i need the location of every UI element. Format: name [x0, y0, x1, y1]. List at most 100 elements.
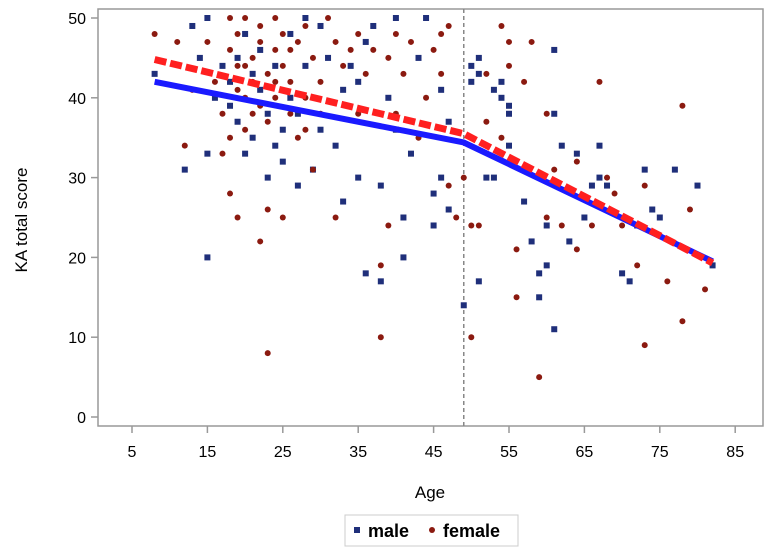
female-point — [325, 15, 332, 21]
male-point — [483, 174, 490, 181]
female-point — [430, 46, 437, 53]
male-point — [543, 222, 550, 229]
male-point — [649, 206, 656, 213]
male-point — [355, 174, 362, 181]
legend-male-marker — [354, 527, 360, 533]
female-point — [536, 374, 543, 381]
female-point — [181, 142, 188, 149]
male-point — [475, 54, 482, 61]
male-point — [287, 30, 294, 37]
male-point — [415, 54, 422, 61]
female-point — [294, 134, 301, 141]
female-point — [151, 30, 158, 37]
male-point — [211, 94, 218, 101]
male-point — [709, 262, 716, 269]
female-point — [423, 94, 430, 101]
male-point — [370, 22, 377, 29]
female-point — [445, 22, 452, 29]
female-point — [279, 214, 286, 221]
male-point — [362, 270, 369, 277]
male-point — [566, 238, 573, 245]
male-point — [407, 150, 414, 157]
female-point — [573, 158, 580, 165]
female-point — [664, 278, 671, 285]
male-point — [506, 102, 512, 109]
male-point — [325, 54, 332, 61]
female-point — [272, 78, 279, 85]
male-point — [604, 182, 611, 189]
female-point — [264, 70, 271, 77]
y-tick-label: 30 — [68, 171, 86, 188]
female-point — [294, 38, 301, 45]
female-point — [287, 78, 294, 85]
female-point — [679, 102, 686, 109]
x-axis-label: Age — [415, 483, 445, 502]
female-point — [257, 38, 264, 45]
male-point — [475, 278, 482, 285]
x-tick-label: 55 — [500, 444, 518, 461]
female-point — [400, 70, 407, 77]
female-point — [392, 30, 399, 37]
legend-female-marker — [429, 527, 435, 533]
female-point — [242, 15, 249, 21]
legend-female-label: female — [443, 521, 500, 541]
male-point — [490, 174, 497, 181]
female-point — [242, 62, 249, 69]
female-point — [264, 118, 271, 125]
male-point — [423, 15, 430, 21]
female-point — [407, 38, 414, 45]
female-point — [227, 134, 234, 141]
female-point — [249, 110, 256, 117]
male-point — [528, 238, 535, 245]
male-point — [317, 22, 324, 29]
female-point — [227, 15, 234, 21]
male-point — [498, 78, 505, 85]
female-point — [468, 334, 475, 341]
female-point — [234, 62, 241, 69]
female-point — [506, 62, 512, 69]
x-tick-label: 15 — [199, 444, 217, 461]
male-point — [430, 222, 437, 229]
male-point — [551, 110, 558, 117]
female-point — [272, 15, 279, 21]
female-point — [309, 166, 316, 173]
female-point — [453, 214, 460, 221]
male-point — [543, 262, 550, 269]
male-point — [264, 110, 271, 117]
male-point — [400, 254, 407, 261]
female-point — [302, 126, 309, 133]
male-point — [204, 15, 211, 21]
female-point — [370, 46, 377, 53]
male-point — [362, 38, 369, 45]
female-point — [257, 22, 264, 29]
male-point — [181, 166, 188, 173]
male-point — [219, 62, 226, 69]
female-point — [438, 70, 445, 77]
male-point — [573, 150, 580, 157]
male-point — [272, 142, 279, 149]
y-tick-label: 40 — [68, 91, 86, 108]
female-point — [234, 30, 241, 37]
female-point — [227, 190, 234, 197]
male-point — [294, 110, 301, 117]
female-point — [332, 38, 339, 45]
female-point — [641, 342, 648, 349]
female-point — [551, 166, 558, 173]
female-point — [611, 190, 618, 197]
female-point — [483, 70, 490, 77]
female-point — [264, 350, 271, 357]
male-point — [264, 174, 271, 181]
male-point — [249, 134, 256, 141]
male-point — [242, 150, 249, 157]
male-point — [272, 62, 279, 69]
male-point — [475, 70, 482, 77]
plot-frame — [97, 8, 764, 427]
male-point — [189, 22, 196, 29]
male-point — [506, 142, 512, 149]
male-point — [460, 302, 467, 309]
male-point — [355, 78, 362, 85]
male-point — [438, 86, 445, 93]
female-point — [460, 174, 467, 181]
male-point — [302, 62, 309, 69]
male-point — [242, 30, 249, 37]
